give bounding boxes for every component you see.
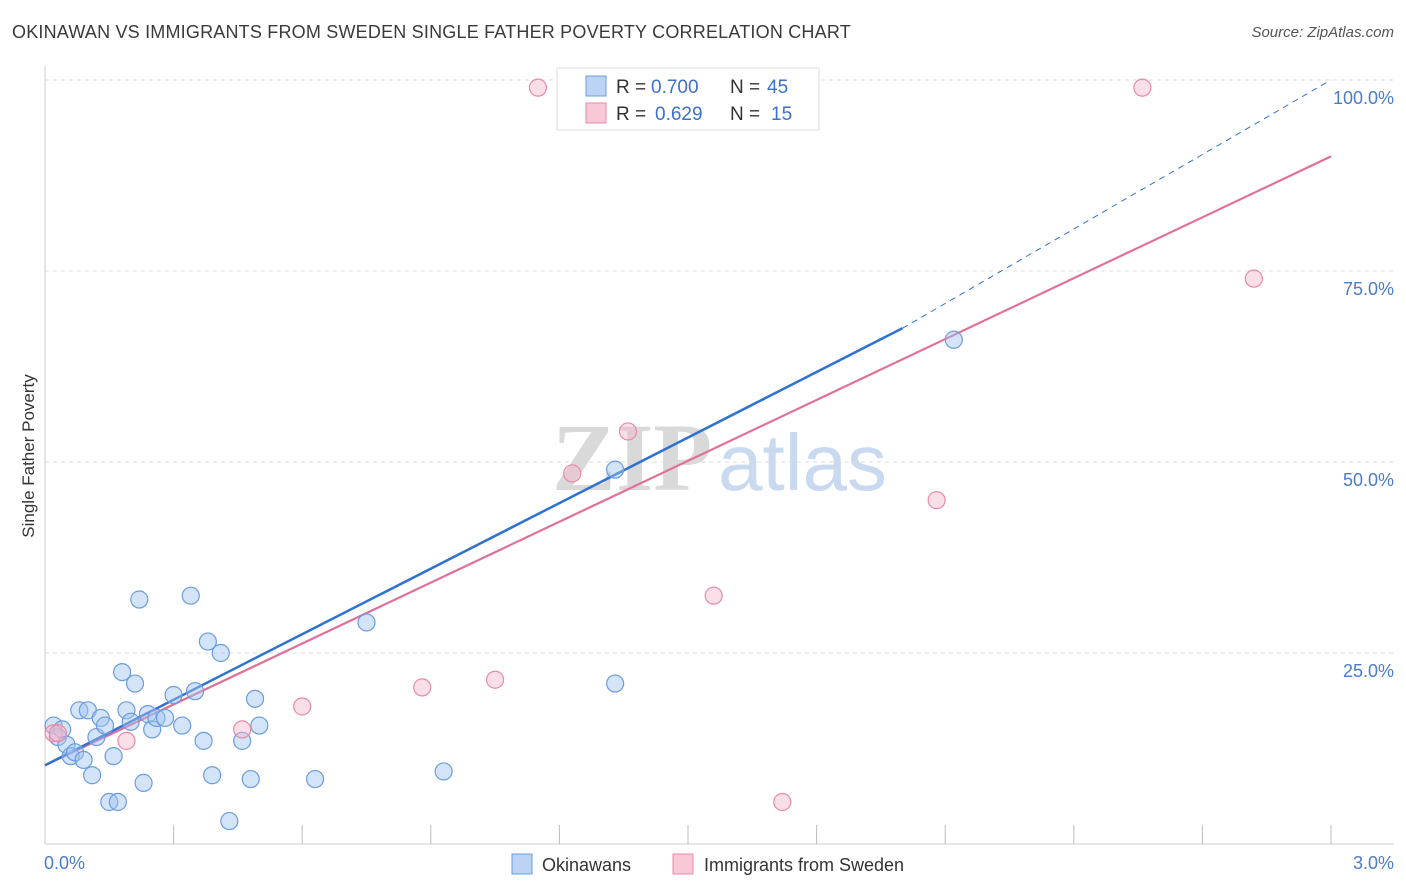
- legend-n-value-2: 15: [771, 104, 792, 125]
- point-okinawans: [181, 586, 200, 605]
- y-tick-label: 50.0%: [1343, 470, 1394, 490]
- point-okinawans: [434, 762, 453, 781]
- point-okinawans: [104, 747, 123, 766]
- point-okinawans: [164, 685, 183, 705]
- point-sweden: [927, 491, 946, 510]
- legend-n-label-1: N =: [730, 77, 760, 98]
- series-legend: Okinawans Immigrants from Sweden: [511, 853, 904, 875]
- point-sweden: [563, 464, 582, 483]
- y-tick-label: 100.0%: [1333, 88, 1394, 108]
- legend-r-value-2: 0.629: [655, 104, 703, 125]
- legend-n-value-1: 45: [767, 77, 788, 98]
- source-label: Source: ZipAtlas.com: [1251, 24, 1394, 41]
- legend-n-label-2: N =: [730, 104, 760, 125]
- legend-swatch-sweden: [585, 102, 607, 124]
- point-sweden: [117, 731, 136, 750]
- legend-r-value-1: 0.700: [651, 77, 699, 98]
- point-okinawans: [143, 720, 162, 739]
- point-okinawans: [606, 674, 625, 693]
- data-points: [44, 78, 1263, 831]
- point-okinawans: [125, 674, 145, 693]
- trendline-okinawans-extension: [902, 79, 1332, 329]
- axes: [44, 66, 1394, 845]
- point-okinawans: [121, 712, 140, 731]
- point-okinawans: [108, 792, 127, 812]
- point-sweden: [486, 670, 505, 689]
- point-sweden: [48, 724, 67, 743]
- point-okinawans: [245, 689, 265, 708]
- trendlines: [44, 79, 1332, 767]
- point-sweden: [1133, 78, 1152, 97]
- point-sweden: [44, 724, 63, 743]
- chart-title: OKINAWAN VS IMMIGRANTS FROM SWEDEN SINGL…: [12, 22, 851, 42]
- point-sweden: [413, 678, 432, 697]
- point-okinawans: [155, 708, 175, 728]
- gridlines: [45, 79, 1394, 654]
- legend-swatch-okinawans: [585, 75, 607, 97]
- point-sweden: [618, 422, 638, 441]
- point-okinawans: [113, 662, 132, 682]
- point-okinawans: [198, 632, 217, 651]
- point-okinawans: [130, 590, 149, 609]
- point-okinawans: [95, 716, 115, 735]
- point-sweden: [528, 78, 548, 97]
- point-okinawans: [185, 682, 205, 701]
- point-okinawans: [194, 731, 213, 750]
- point-sweden: [773, 792, 792, 812]
- point-okinawans: [220, 811, 239, 831]
- bottom-legend-sweden: Immigrants from Sweden: [704, 855, 904, 875]
- bottom-legend-swatch-okinawans: [511, 853, 533, 875]
- point-okinawans: [134, 773, 153, 792]
- correlation-legend: R = 0.700 N = 45 R = 0.629 N = 15: [556, 67, 820, 131]
- point-okinawans: [173, 716, 192, 735]
- point-okinawans: [944, 330, 963, 349]
- y-axis-title: Single Father Poverty: [19, 374, 38, 538]
- point-okinawans: [357, 613, 376, 632]
- trendline-okinawans: [44, 327, 903, 767]
- point-okinawans: [250, 716, 269, 735]
- y-tick-label: 25.0%: [1343, 661, 1394, 681]
- point-okinawans: [606, 460, 625, 479]
- point-okinawans: [83, 766, 102, 785]
- point-sweden: [1244, 269, 1263, 288]
- x-tick-label-min: 0.0%: [44, 853, 85, 873]
- x-tick-label-max: 3.0%: [1353, 853, 1394, 873]
- point-okinawans: [203, 766, 222, 785]
- point-okinawans: [241, 769, 260, 789]
- point-okinawans: [305, 769, 325, 789]
- point-okinawans: [74, 750, 93, 770]
- y-tick-label: 75.0%: [1343, 279, 1394, 299]
- bottom-legend-okinawans: Okinawans: [542, 855, 631, 875]
- point-sweden: [233, 720, 252, 739]
- point-sweden: [293, 697, 312, 716]
- point-sweden: [704, 586, 723, 605]
- bottom-legend-swatch-sweden: [672, 853, 694, 875]
- legend-r-label-1: R =: [616, 77, 646, 98]
- legend-r-label-2: R =: [616, 104, 646, 125]
- point-okinawans: [117, 701, 136, 720]
- trendline-sweden: [44, 155, 1332, 767]
- point-okinawans: [211, 643, 230, 663]
